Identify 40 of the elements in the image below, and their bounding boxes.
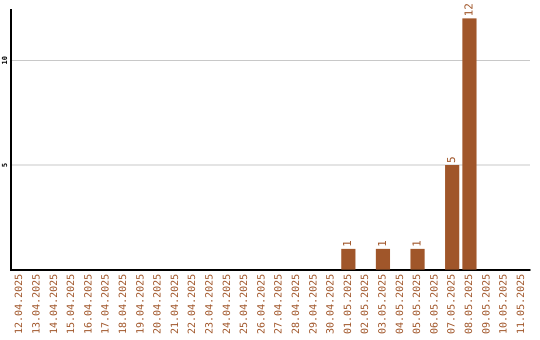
bar (410, 248, 425, 270)
x-tick-label: 22.04.2025 (187, 274, 198, 334)
x-tick-label: 13.04.2025 (32, 274, 43, 334)
x-tick-label: 06.05.2025 (429, 274, 440, 334)
x-tick-label: 08.05.2025 (464, 274, 476, 334)
bar (462, 18, 477, 270)
x-tick-label: 05.05.2025 (412, 274, 424, 334)
x-tick-label: 16.04.2025 (83, 274, 94, 334)
x-tick-label: 02.05.2025 (360, 274, 372, 334)
x-tick-label: 03.05.2025 (378, 274, 389, 334)
x-tick-label: 28.04.2025 (291, 274, 302, 334)
x-tick-label: 30.04.2025 (326, 274, 337, 334)
x-tick-label: 25.04.2025 (239, 274, 250, 334)
x-tick-label: 26.04.2025 (256, 274, 268, 334)
x-tick-label: 01.05.2025 (342, 274, 354, 334)
x-tick-label: 10.05.2025 (498, 274, 510, 334)
data-label: 1 (376, 240, 389, 247)
x-tick-label: 09.05.2025 (481, 274, 492, 334)
data-label: 12 (462, 3, 476, 16)
x-tick-label: 18.04.2025 (118, 274, 130, 334)
x-tick-label: 04.05.2025 (394, 274, 406, 334)
bar (445, 165, 460, 270)
x-tick-label: 11.05.2025 (516, 274, 527, 334)
x-tick-label: 20.04.2025 (152, 274, 164, 334)
x-tick-label: 14.04.2025 (48, 274, 60, 334)
data-label: 1 (410, 240, 424, 247)
data-label: 5 (445, 156, 458, 164)
x-tick-label: 21.04.2025 (170, 274, 181, 334)
x-tick-label: 07.05.2025 (446, 274, 458, 334)
x-tick-label: 27.04.2025 (274, 274, 285, 334)
x-tick-label: 15.04.2025 (66, 274, 78, 334)
bar (341, 248, 356, 270)
data-label: 1 (341, 240, 354, 247)
x-tick-label: 23.04.2025 (204, 274, 216, 334)
x-tick-label: 24.04.2025 (222, 274, 233, 334)
x-tick-label: 12.04.2025 (14, 274, 26, 334)
x-tick-label: 29.04.2025 (308, 274, 320, 334)
x-tick-label: 19.04.2025 (135, 274, 146, 334)
x-tick-label: 17.04.2025 (100, 274, 112, 334)
bar (376, 248, 390, 270)
